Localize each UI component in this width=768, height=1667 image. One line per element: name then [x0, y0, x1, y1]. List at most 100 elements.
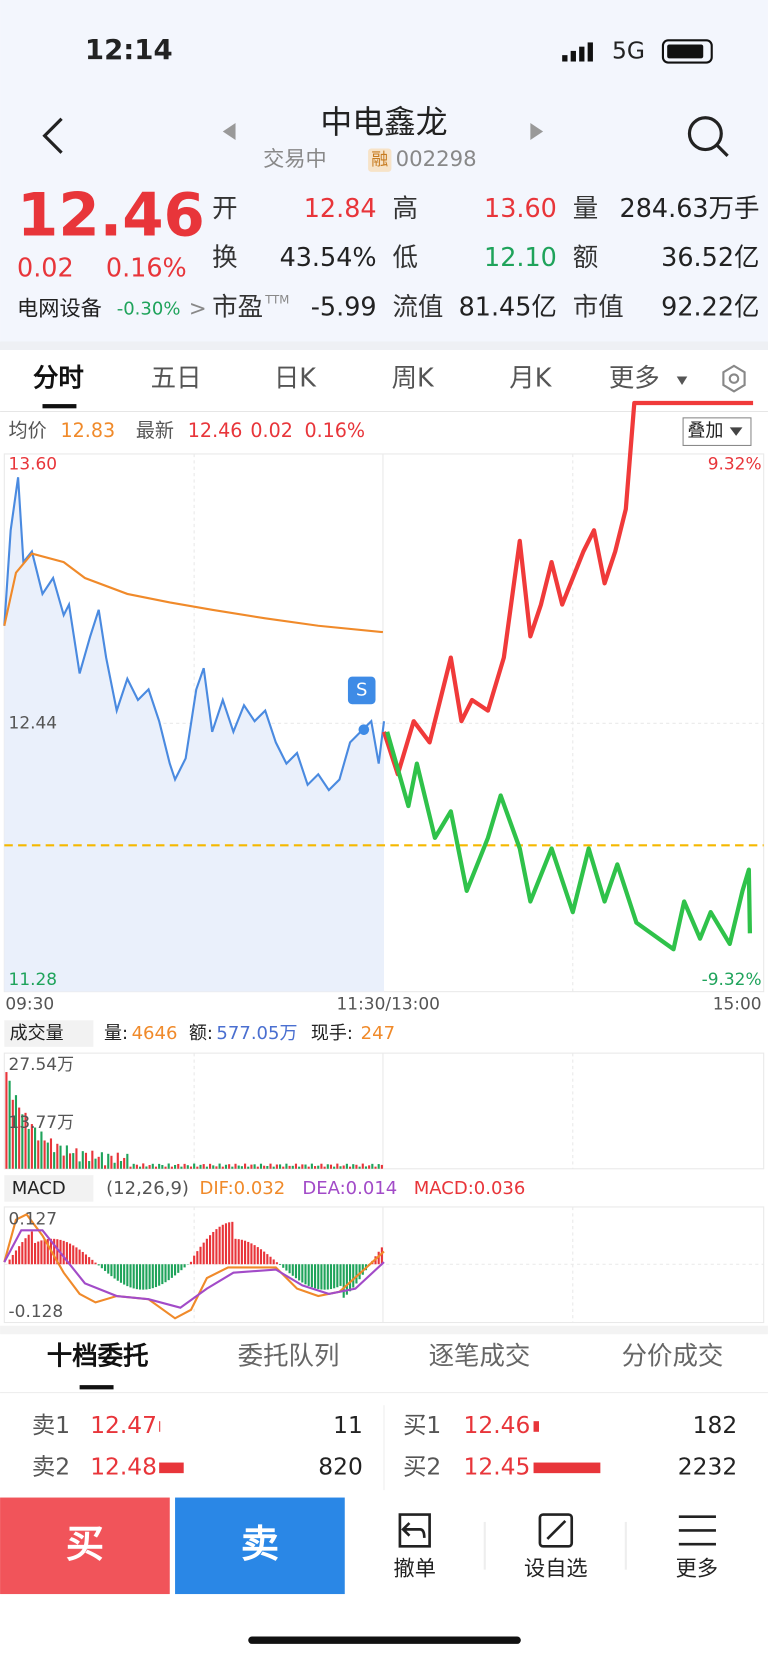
sell-label: 卖 — [241, 1523, 279, 1567]
field-value: 12.84 — [304, 194, 377, 224]
watch-label: 设自选 — [524, 1557, 588, 1582]
macd-bar — [101, 1264, 103, 1268]
macd-bar — [21, 1242, 23, 1264]
macd-bar — [69, 1244, 71, 1265]
macd-bar — [158, 1264, 160, 1285]
field-value: 92.22亿 — [661, 293, 759, 323]
macd-bar — [339, 1264, 341, 1286]
volume-bar — [222, 1167, 224, 1169]
macd-bar — [18, 1246, 20, 1264]
volume-bar — [101, 1152, 103, 1169]
chart-tab[interactable]: 月K — [509, 364, 552, 394]
macd-bar — [196, 1251, 198, 1264]
field-value: 284.63万手 — [620, 194, 760, 224]
time-mid: 11:30/13:00 — [337, 993, 440, 1013]
field-label: 量 — [573, 194, 598, 224]
macd-bar — [152, 1264, 154, 1288]
volume-bar — [139, 1167, 141, 1169]
macd-bar — [241, 1240, 243, 1264]
chart-tab[interactable]: 分时 — [33, 364, 84, 394]
macd-bar — [273, 1259, 275, 1264]
macd-bar — [28, 1235, 30, 1265]
volume-bar — [136, 1165, 138, 1169]
volume-bar — [158, 1164, 160, 1169]
volume-bar — [206, 1167, 208, 1169]
macd-bar — [82, 1252, 84, 1264]
volume-bar — [219, 1164, 221, 1169]
volume-bar — [336, 1164, 338, 1169]
macd-bar — [88, 1257, 90, 1264]
macd-bar — [244, 1241, 246, 1265]
volume-bar — [301, 1164, 303, 1168]
macd-bar — [129, 1264, 131, 1287]
buy-label: 买 — [66, 1523, 104, 1567]
macd-bar — [79, 1250, 81, 1265]
settings-icon[interactable] — [723, 366, 744, 391]
macd-bar — [168, 1264, 170, 1280]
price-low: 11.28 — [9, 969, 58, 989]
volume-bar — [241, 1166, 243, 1169]
network: 5G — [612, 36, 645, 64]
volume-bar — [314, 1166, 316, 1169]
cancel-icon[interactable] — [400, 1515, 430, 1547]
volume-bar — [149, 1165, 151, 1169]
more-icon[interactable] — [679, 1517, 716, 1545]
field-value: 43.54% — [280, 243, 377, 273]
order-tab[interactable]: 委托队列 — [238, 1342, 340, 1372]
macd-bar — [336, 1264, 338, 1287]
price-change-pct: 0.16% — [106, 253, 187, 283]
volume-bar — [311, 1164, 313, 1169]
signal-label: S — [356, 679, 367, 700]
macd-bar — [320, 1264, 322, 1289]
macd-bar — [114, 1264, 116, 1278]
book-price: 12.48 — [90, 1452, 157, 1480]
macd-bar — [352, 1264, 354, 1287]
order-tab[interactable]: 分价成交 — [622, 1342, 724, 1372]
volume-bar — [225, 1165, 227, 1169]
battery-level — [667, 45, 703, 59]
chevron[interactable]: > — [189, 297, 207, 322]
volume-bar — [298, 1167, 300, 1169]
volume-bar — [145, 1166, 147, 1168]
field-value: 36.52亿 — [661, 243, 759, 273]
divider — [0, 1326, 768, 1334]
volume-bar — [295, 1164, 297, 1169]
macd-bar — [117, 1264, 119, 1281]
stock-code: 002298 — [396, 147, 477, 172]
time-end: 15:00 — [713, 993, 762, 1013]
macd-bar — [24, 1238, 26, 1264]
vol-mid: 13.77万 — [9, 1112, 75, 1132]
volume-bar — [352, 1164, 354, 1169]
macd-bar — [260, 1249, 262, 1264]
volume-bar — [171, 1167, 173, 1169]
macd-bar — [164, 1264, 166, 1282]
volume-bar — [199, 1165, 201, 1169]
time-start: 09:30 — [5, 993, 54, 1013]
macd-bar — [266, 1254, 268, 1264]
chart-tab[interactable]: 日K — [274, 364, 317, 394]
chart-tab[interactable]: 更多 — [609, 364, 660, 394]
volume-bar — [276, 1164, 278, 1168]
book-qty: 820 — [318, 1452, 363, 1480]
volume-bar — [152, 1164, 154, 1169]
vol-value: 4646 — [132, 1023, 178, 1044]
volume-bar — [320, 1164, 322, 1169]
macd-bar — [142, 1264, 144, 1289]
volume-bar — [196, 1167, 198, 1169]
volume-bar — [381, 1165, 383, 1169]
more-arrow — [677, 377, 688, 385]
volume-bar — [104, 1165, 106, 1168]
volume-bar — [69, 1153, 71, 1168]
volume-bar — [330, 1165, 332, 1169]
volume-bar — [66, 1145, 68, 1168]
volume-bar — [34, 1128, 36, 1169]
price-mid: 12.44 — [9, 712, 58, 732]
chart-tab[interactable]: 周K — [392, 364, 435, 394]
home-indicator — [248, 1636, 521, 1643]
chart-tab[interactable]: 五日 — [151, 364, 202, 394]
volume-bar — [263, 1166, 265, 1169]
macd-bar — [317, 1264, 319, 1289]
field-label: 市值 — [573, 293, 624, 323]
order-tab[interactable]: 十档委托 — [47, 1342, 149, 1372]
order-tab[interactable]: 逐笔成交 — [429, 1342, 531, 1372]
